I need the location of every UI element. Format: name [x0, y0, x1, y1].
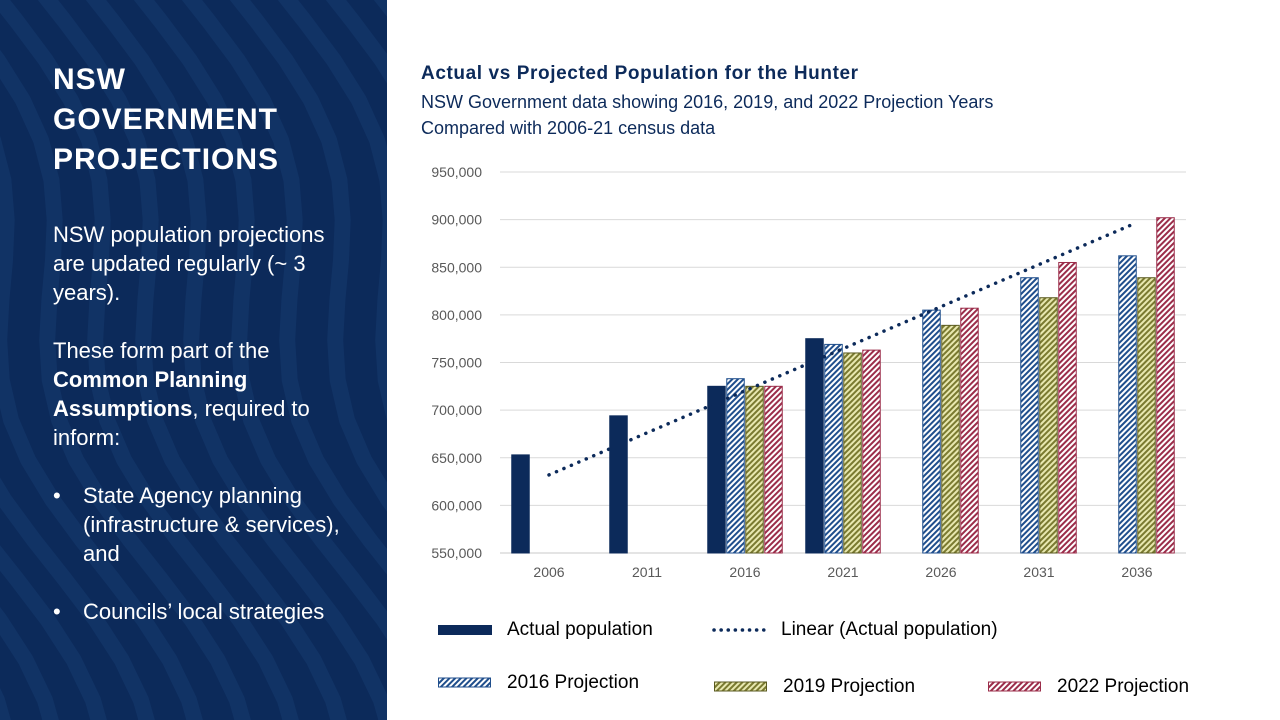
- bar-2022-projection: [862, 349, 881, 554]
- legend-swatch-2016: [438, 677, 491, 688]
- trendline-linear: [547, 220, 1139, 477]
- wave-stripe: [277, 0, 387, 421]
- bar-2019-projection: [941, 324, 960, 554]
- legend-linear-trend: Linear (Actual population): [712, 619, 998, 641]
- gridlines: [500, 171, 1186, 554]
- wave-stripe: [37, 0, 347, 720]
- x-tick-label: 2016: [729, 564, 760, 580]
- left-text-block: NSW GOVERNMENT PROJECTIONS NSW populatio…: [53, 60, 353, 626]
- wave-stripe: [0, 477, 155, 720]
- legend-2022-projection: 2022 Projection: [988, 676, 1189, 698]
- wave-stripe: [181, 0, 387, 575]
- bar-2022-projection: [1156, 217, 1175, 554]
- purpose-text-bold: Common Planning Assumptions: [53, 367, 248, 421]
- y-tick-label: 950,000: [431, 164, 482, 180]
- wave-stripe: [0, 0, 299, 720]
- x-tick-label: 2031: [1023, 564, 1054, 580]
- background-wave-pattern: [0, 0, 387, 720]
- wave-stripe: [133, 0, 387, 640]
- bullet-dot: •: [53, 483, 61, 508]
- bar-2016-projection: [1020, 277, 1039, 554]
- y-tick-label: 700,000: [431, 402, 482, 418]
- bar-actual-population: [511, 454, 530, 554]
- x-tick-label: 2021: [827, 564, 858, 580]
- bar-2022-projection: [960, 307, 979, 554]
- x-tick-label: 2026: [925, 564, 956, 580]
- y-tick-label: 750,000: [431, 355, 482, 371]
- y-tick-label: 850,000: [431, 259, 482, 275]
- legend-label: Linear (Actual population): [781, 619, 998, 640]
- chart-subtitle-line-1: NSW Government data showing 2016, 2019, …: [421, 92, 994, 112]
- purpose-paragraph: These form part of the Common Planning A…: [53, 336, 353, 452]
- legend-label: Actual population: [507, 619, 653, 640]
- wave-stripe: [229, 0, 387, 512]
- legend-swatch-trend: [712, 628, 766, 632]
- y-tick-label: 600,000: [431, 497, 482, 513]
- bar-2016-projection: [1118, 255, 1137, 554]
- bar-2019-projection: [745, 385, 764, 554]
- legend-actual-population: Actual population: [438, 619, 653, 641]
- bar-2022-projection: [764, 385, 783, 554]
- bars: [511, 217, 1175, 554]
- legend-label: 2022 Projection: [1057, 676, 1190, 697]
- legend-2016-projection: 2016 Projection: [438, 672, 639, 694]
- bullet-item: • State Agency planning (infrastructure …: [53, 481, 353, 568]
- wave-stripe: [0, 136, 203, 720]
- legend-label: 2019 Projection: [783, 676, 916, 697]
- left-panel: NSW GOVERNMENT PROJECTIONS NSW populatio…: [0, 0, 387, 720]
- bar-2019-projection: [1137, 277, 1156, 554]
- bar-actual-population: [805, 338, 824, 554]
- bar-2016-projection: [726, 378, 745, 554]
- legend-2019-projection: 2019 Projection: [714, 676, 915, 698]
- bullet-dot: •: [53, 599, 61, 624]
- purpose-text-suffix: , required to inform:: [53, 396, 310, 450]
- y-tick-label: 900,000: [431, 212, 482, 228]
- legend-swatch-2022: [988, 681, 1041, 692]
- bullet-text: Councils’ local strategies: [83, 599, 325, 624]
- chart-subtitle: NSW Government data showing 2016, 2019, …: [421, 89, 1221, 141]
- x-tick-label: 2011: [632, 564, 662, 580]
- bar-2022-projection: [1058, 261, 1077, 554]
- legend-label: 2016 Projection: [507, 672, 640, 693]
- chart-subtitle-line-2: Compared with 2006-21 census data: [421, 118, 716, 138]
- legend-swatch-actual: [438, 625, 492, 635]
- wave-stripe: [85, 0, 387, 720]
- y-tick-label: 650,000: [431, 450, 482, 466]
- y-tick-label: 800,000: [431, 307, 482, 323]
- legend-swatch-2019: [714, 681, 767, 692]
- intro-paragraph: NSW population projections are updated r…: [53, 222, 325, 305]
- bar-2019-projection: [1039, 297, 1058, 554]
- bar-chart: 550,000 600,000 650,000 700,000 750,000 800,0…: [431, 164, 1186, 580]
- axis-labels: 550,000 600,000 650,000 700,000 750,000 800,0…: [431, 164, 1152, 580]
- bar-actual-population: [707, 385, 726, 554]
- bar-2019-projection: [843, 352, 862, 554]
- panel-title: NSW GOVERNMENT PROJECTIONS: [53, 63, 280, 176]
- y-tick-label: 550,000: [431, 545, 482, 561]
- trendline: [547, 220, 1139, 477]
- x-tick-label: 2006: [533, 564, 564, 580]
- bullet-item: • Councils’ local strategies: [53, 597, 353, 626]
- bullet-text: State Agency planning (infrastructure & …: [83, 483, 340, 566]
- chart-title: Actual vs Projected Population for the H…: [421, 63, 859, 84]
- bar-actual-population: [609, 415, 628, 554]
- wave-stripe: [0, 49, 251, 720]
- bar-2016-projection: [922, 309, 941, 554]
- purpose-text-prefix: These form part of the: [53, 338, 270, 363]
- bar-2016-projection: [824, 343, 843, 554]
- wave-stripe: [0, 545, 107, 720]
- x-tick-label: 2036: [1121, 564, 1152, 580]
